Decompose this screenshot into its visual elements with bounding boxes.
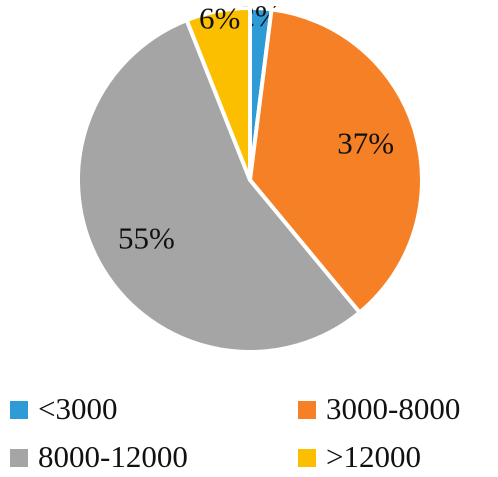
pie-slice: [247, 7, 424, 316]
legend-swatch: [10, 449, 28, 467]
legend-label: >12000: [326, 439, 421, 474]
legend-swatch: [10, 401, 28, 419]
pie-slice: [76, 17, 363, 354]
slice-label: 37%: [337, 126, 394, 161]
pie-slice: [184, 5, 252, 181]
legend-label: 3000-8000: [326, 391, 460, 426]
legend-swatch: [298, 401, 316, 419]
legend-label: 8000-12000: [38, 439, 188, 474]
legend-swatch: [298, 449, 316, 467]
legend-label: <3000: [38, 391, 117, 426]
slice-label: 55%: [118, 220, 175, 255]
slice-label: 6%: [199, 0, 240, 35]
